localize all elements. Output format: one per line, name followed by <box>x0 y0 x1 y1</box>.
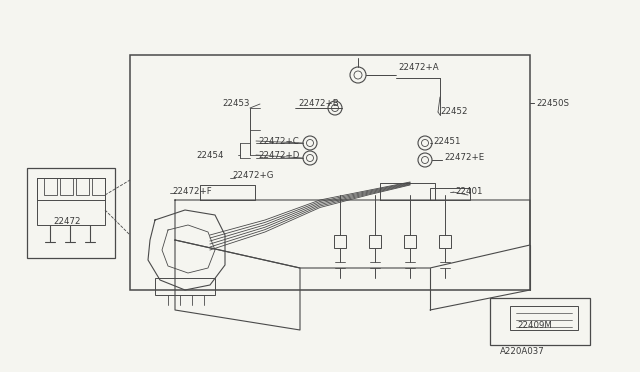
Text: 22409M: 22409M <box>517 321 552 330</box>
Text: 22453: 22453 <box>222 99 250 109</box>
Text: A220A037: A220A037 <box>500 347 545 356</box>
Text: 22472+A: 22472+A <box>398 64 438 73</box>
Text: 22472: 22472 <box>53 218 81 227</box>
Text: 22472+E: 22472+E <box>444 154 484 163</box>
Bar <box>130 55 530 290</box>
Bar <box>404 235 416 248</box>
Bar <box>155 278 215 295</box>
Text: 22450S: 22450S <box>536 99 569 108</box>
Text: 22454: 22454 <box>196 151 223 160</box>
Bar <box>439 235 451 248</box>
Bar <box>510 306 578 330</box>
Text: 22472+C: 22472+C <box>258 137 299 145</box>
Bar <box>76 178 89 195</box>
Bar <box>37 178 105 200</box>
Bar <box>44 178 57 195</box>
Bar <box>334 235 346 248</box>
Text: 22472+B: 22472+B <box>298 99 339 109</box>
Bar <box>37 178 105 225</box>
Text: 22401: 22401 <box>455 187 483 196</box>
Bar <box>60 178 73 195</box>
Bar <box>490 298 590 345</box>
Bar <box>27 168 115 258</box>
Text: 22472+D: 22472+D <box>258 151 300 160</box>
Text: 22472+G: 22472+G <box>232 171 273 180</box>
Bar <box>369 235 381 248</box>
Text: 22452: 22452 <box>440 108 467 116</box>
Bar <box>430 188 470 200</box>
Text: 22451: 22451 <box>433 137 461 145</box>
Bar <box>92 178 105 195</box>
Text: 22472+F: 22472+F <box>172 187 212 196</box>
